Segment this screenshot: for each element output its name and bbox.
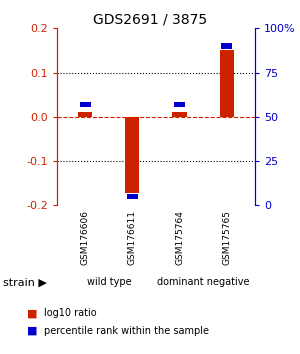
Bar: [172, 112, 187, 117]
Text: GSM175765: GSM175765: [222, 210, 231, 265]
Bar: [80, 102, 91, 107]
Text: wild type: wild type: [86, 277, 131, 287]
Text: percentile rank within the sample: percentile rank within the sample: [44, 326, 208, 336]
Text: GSM176611: GSM176611: [128, 210, 137, 265]
Text: strain ▶: strain ▶: [3, 277, 47, 287]
Text: GDS2691 / 3875: GDS2691 / 3875: [93, 12, 207, 27]
Bar: [125, 117, 140, 193]
Text: log10 ratio: log10 ratio: [44, 308, 96, 318]
Text: ■: ■: [27, 326, 38, 336]
Bar: [78, 112, 92, 117]
Text: dominant negative: dominant negative: [157, 277, 249, 287]
Text: GSM176606: GSM176606: [81, 210, 90, 265]
Text: ■: ■: [27, 308, 38, 318]
Bar: [221, 43, 232, 49]
Bar: [174, 102, 185, 107]
Text: GSM175764: GSM175764: [175, 210, 184, 265]
Bar: [127, 194, 138, 199]
Bar: [220, 50, 234, 117]
